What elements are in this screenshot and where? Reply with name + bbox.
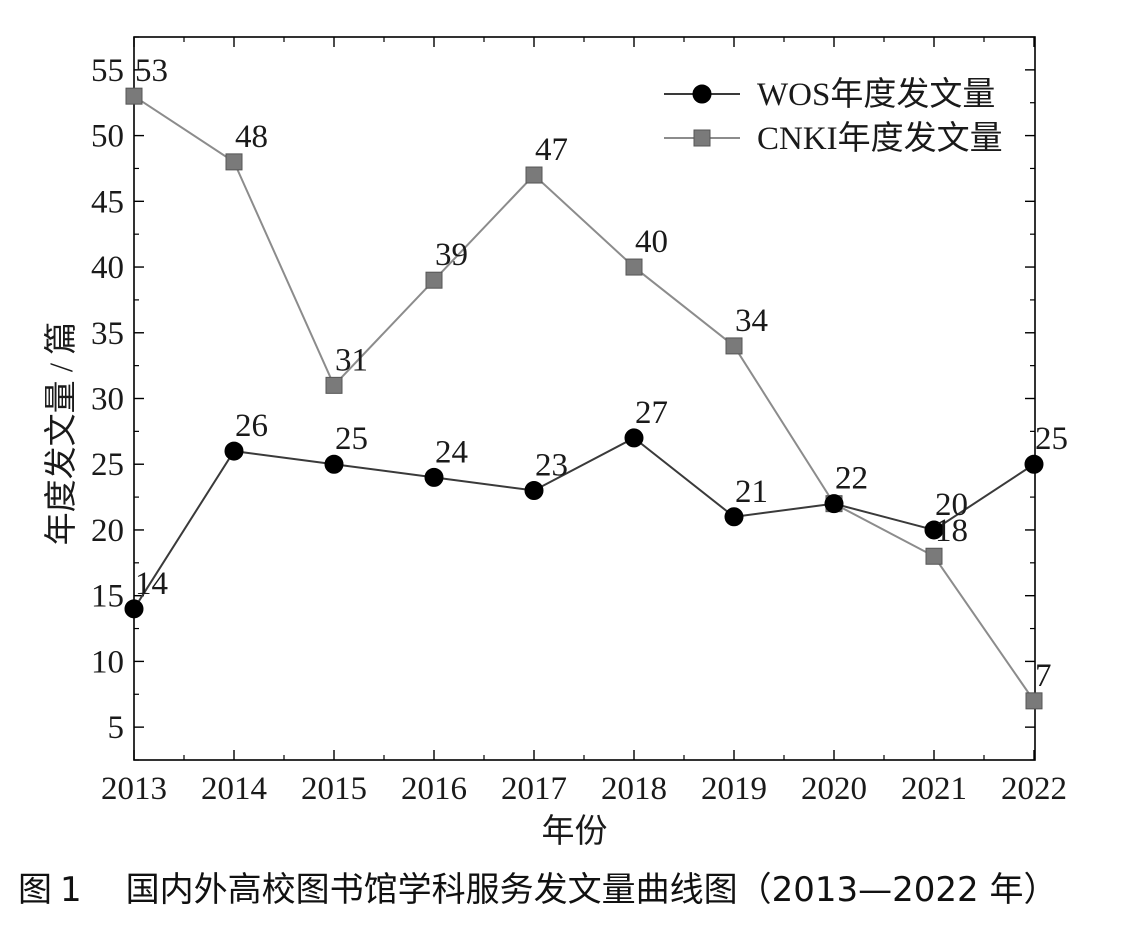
data-point [325,376,343,394]
legend-marker [693,129,711,147]
y-tick-label: 40 [91,250,124,286]
caption-label: 图 [18,870,52,910]
y-tick-label: 20 [91,513,124,549]
y-tick-label: 55 [91,53,124,89]
data-point [625,258,643,276]
data-label: 22 [835,461,868,497]
y-tick-label: 10 [91,644,124,680]
data-label: 18 [935,513,968,549]
y-tick-label: 5 [108,710,125,746]
data-point [424,467,444,487]
data-label: 53 [135,53,168,89]
data-label: 24 [435,434,468,470]
data-label: 25 [335,421,368,457]
x-axis-label: 年份 [542,813,608,850]
x-tick-label: 2022 [1001,771,1067,807]
x-tick-label: 2015 [301,771,367,807]
data-point [724,507,744,527]
figure-caption: 图 1 国内外高校图书馆学科服务发文量曲线图（2013—2022 年） [18,862,1058,911]
legend-label: CNKI年度发文量 [757,120,1003,157]
x-tick-label: 2021 [901,771,967,807]
data-label: 22 [835,461,868,497]
x-tick-label: 2018 [601,771,667,807]
y-tick-label: 15 [91,579,124,615]
data-point [124,599,144,619]
x-tick-label: 2013 [101,771,167,807]
data-label: 31 [335,342,368,378]
series-line [133,436,1035,610]
series-wos [124,428,1044,619]
data-label: 21 [735,474,768,510]
y-axis-label: 年度发文量 / 篇 [43,322,80,546]
y-tick-label: 45 [91,184,124,220]
data-label: 39 [435,237,468,273]
data-label: 23 [535,448,568,484]
caption-text: 国内外高校图书馆学科服务发文量曲线图（2013—2022 年） [125,870,1058,910]
data-point [624,428,644,448]
data-label: 26 [235,408,268,444]
y-tick-label: 25 [91,447,124,483]
data-label: 48 [235,119,268,155]
data-point [425,271,443,289]
series-line [133,95,1035,702]
y-tick-label: 50 [91,119,124,155]
y-tick-label: 30 [91,382,124,418]
legend-label: WOS年度发文量 [757,76,995,113]
legend: WOS年度发文量 CNKI年度发文量 [664,76,1003,157]
data-point [924,520,944,540]
caption-number: 1 [60,870,82,910]
x-tick-label: 2014 [201,771,267,807]
data-point [324,454,344,474]
series-layer [124,87,1044,710]
data-label: 7 [1035,658,1052,694]
legend-marker [692,84,712,104]
x-tick-label: 2019 [701,771,767,807]
data-label: 27 [635,395,668,431]
data-point [1024,454,1044,474]
data-point [925,547,943,565]
data-label: 14 [135,566,168,602]
data-point [725,337,743,355]
series-cnki [125,87,1043,710]
x-tick-label: 2016 [401,771,467,807]
data-label: 34 [735,303,768,339]
data-label: 20 [935,487,968,523]
data-point [824,494,844,514]
x-tick-label: 2020 [801,771,867,807]
data-label: 25 [1035,421,1068,457]
data-label: 47 [535,132,568,168]
data-point [125,87,143,105]
data-label: 40 [635,224,668,260]
y-tick-label: 35 [91,316,124,352]
data-point [225,153,243,171]
data-point [524,481,544,501]
x-tick-label: 2017 [501,771,567,807]
data-point [1025,692,1043,710]
data-point [525,166,543,184]
data-point [224,441,244,461]
